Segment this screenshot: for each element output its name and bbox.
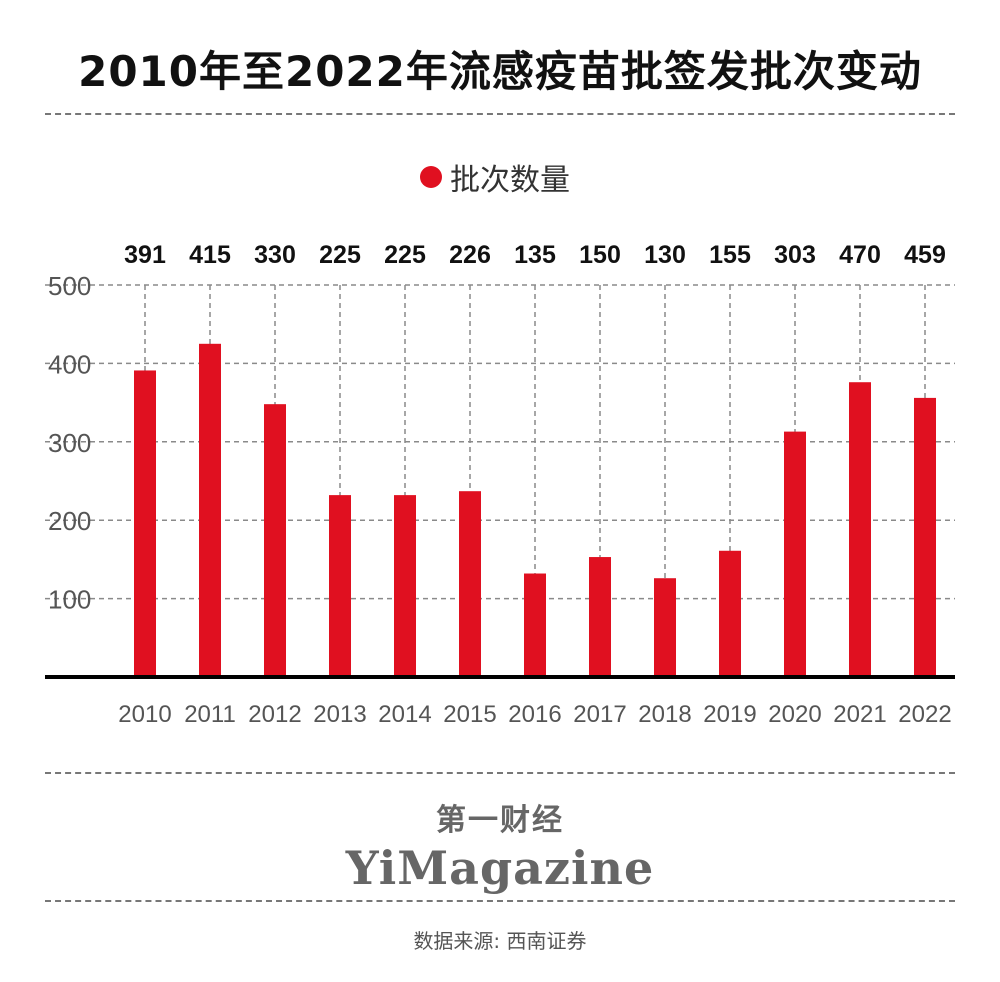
- legend: 批次数量: [420, 155, 570, 199]
- x-tick-label: 2010: [118, 701, 171, 728]
- bar: [589, 557, 611, 677]
- bar: [329, 495, 351, 677]
- middle-divider: [45, 772, 955, 774]
- x-tick-label: 2015: [443, 701, 496, 728]
- x-tick-label: 2011: [184, 701, 236, 728]
- data-label: 470: [839, 241, 881, 269]
- bar: [914, 397, 936, 677]
- bottom-divider: [45, 900, 955, 902]
- bar: [394, 495, 416, 677]
- data-label: 226: [449, 241, 491, 269]
- x-tick-label: 2020: [768, 701, 821, 728]
- x-tick-label: 2022: [898, 701, 951, 728]
- x-tick-label: 2019: [703, 701, 756, 728]
- y-tick-label: 200: [48, 506, 91, 536]
- y-tick-label: 400: [48, 349, 91, 379]
- data-label: 459: [904, 241, 946, 269]
- x-tick-label: 2012: [248, 701, 301, 728]
- data-source: 数据来源: 西南证券: [413, 929, 587, 953]
- y-tick-label: 100: [48, 585, 91, 615]
- data-label: 303: [774, 241, 816, 269]
- x-tick-label: 2016: [508, 701, 561, 728]
- legend-label: 批次数量: [450, 163, 570, 198]
- bar: [719, 550, 741, 677]
- chart-title: 2010年至2022年流感疫苗批签发批次变动: [78, 47, 922, 96]
- publisher-logo: 第一财经 YiMagazine: [0, 795, 1000, 895]
- logo-english: YiMagazine: [345, 841, 655, 895]
- legend-marker: [420, 166, 442, 188]
- data-label: 135: [514, 241, 556, 269]
- data-label: 391: [124, 241, 166, 269]
- data-label: 155: [709, 241, 751, 269]
- x-tick-label: 2017: [573, 701, 626, 728]
- x-tick-label: 2014: [378, 701, 431, 728]
- y-tick-label: 500: [48, 271, 91, 301]
- x-tick-label: 2021: [833, 701, 886, 728]
- bar-chart: 100 200 300 400 500 391 2010 415 2011 330 2012 225 2…: [45, 241, 955, 728]
- bar: [199, 343, 221, 677]
- data-label: 225: [384, 241, 426, 269]
- data-label: 330: [254, 241, 296, 269]
- bar: [264, 404, 286, 677]
- bar: [459, 491, 481, 677]
- bar: [784, 431, 806, 677]
- logo-chinese: 第一财经: [436, 803, 564, 838]
- data-label: 415: [189, 241, 231, 269]
- data-label: 225: [319, 241, 361, 269]
- top-divider: [45, 113, 955, 115]
- bar: [654, 578, 676, 677]
- bar: [849, 382, 871, 677]
- data-label: 130: [644, 241, 686, 269]
- y-tick-label: 300: [48, 428, 91, 458]
- x-tick-label: 2018: [638, 701, 691, 728]
- bar: [524, 573, 546, 677]
- bar: [134, 370, 156, 677]
- data-label: 150: [579, 241, 621, 269]
- x-tick-label: 2013: [313, 701, 366, 728]
